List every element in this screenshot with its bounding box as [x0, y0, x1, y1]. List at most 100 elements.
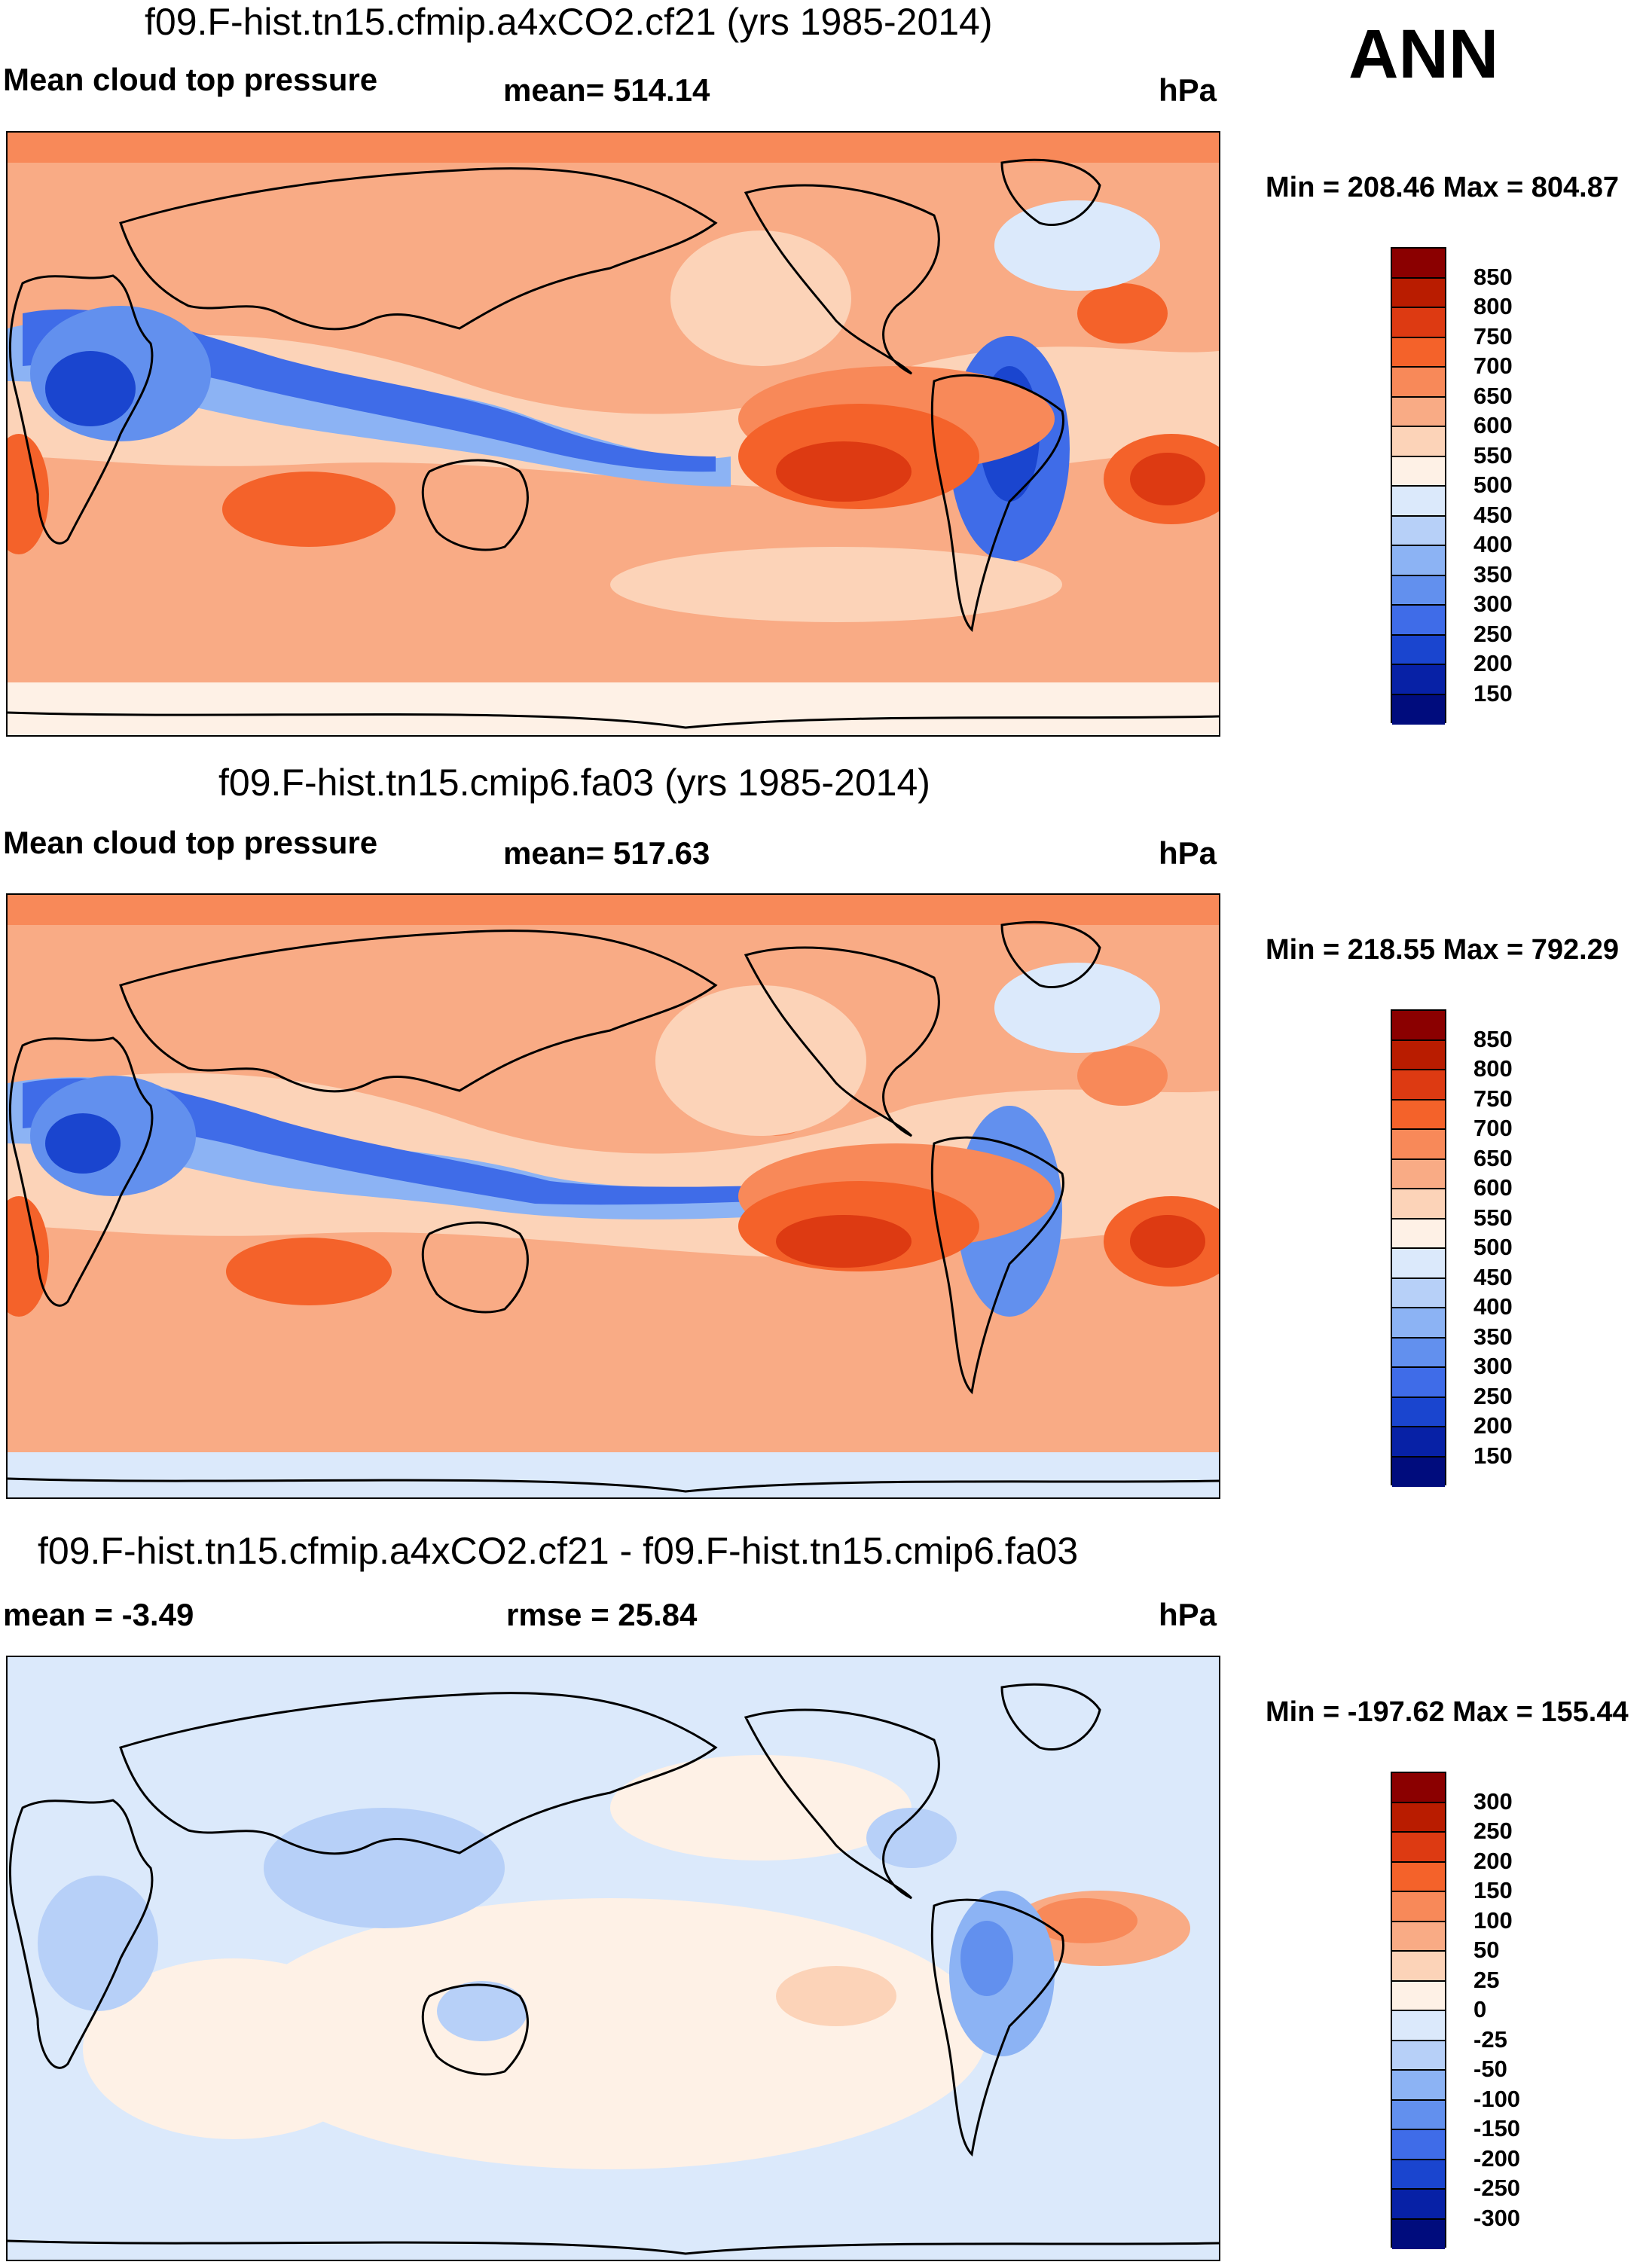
colorbar-swatch [1392, 427, 1445, 457]
colorbar-swatch [1392, 1773, 1445, 1803]
panel2-units: hPa [1159, 835, 1217, 871]
colorbar-tick-label: 150 [1473, 1877, 1513, 1903]
colorbar-swatch [1392, 1338, 1445, 1368]
pacific-positive-patch [776, 1966, 896, 2026]
se-atlantic-core [1130, 1215, 1205, 1268]
west-africa-stratocumulus [8, 1196, 49, 1317]
colorbar-swatch [1392, 694, 1445, 725]
greenland-outline [1000, 1683, 1101, 1751]
colorbar-swatch [1392, 2190, 1445, 2220]
colorbar-tick-label: -50 [1473, 2056, 1507, 2082]
colorbar-swatch [1392, 1159, 1445, 1189]
north-pacific-light [670, 230, 851, 366]
south-america-outline [930, 1136, 1064, 1395]
panel3-colorbar: 300 250 200 150 100 50 25 0 -25 -50 -100 -150 -200 -2… [1391, 1772, 1520, 2249]
australia-negative [437, 1981, 527, 2041]
colorbar-tick-label: 650 [1473, 1144, 1513, 1171]
colorbar-swatch [1392, 1308, 1445, 1339]
antarctic-band [8, 1452, 1219, 1497]
colorbar-swatch [1392, 2041, 1445, 2071]
colorbar-tick-label: 25 [1473, 1966, 1500, 1993]
panel3-title: f09.F-hist.tn15.cfmip.a4xCO2.cf21 - f09.… [38, 1530, 1079, 1572]
colorbar-tick-label: 850 [1473, 263, 1513, 290]
se-pacific-stratocumulus-core [776, 1215, 912, 1268]
colorbar-swatch [1392, 487, 1445, 517]
panel1-variable: Mean cloud top pressure [3, 62, 378, 97]
colorbar-tick-label: 400 [1473, 1293, 1513, 1320]
north-pacific-neutral [610, 1755, 912, 1860]
colorbar-tick-label: 350 [1473, 560, 1513, 588]
panel3-units: hPa [1159, 1597, 1217, 1632]
greenland-light [994, 200, 1160, 291]
africa-outline [8, 274, 154, 545]
antarctic-band [8, 682, 1219, 735]
greenland-light [994, 963, 1160, 1053]
panel1-map-svg [8, 133, 1219, 735]
colorbar-swatch [1392, 2071, 1445, 2101]
season-label: ANN [1348, 16, 1499, 93]
australia-outline [421, 459, 529, 551]
colorbar-tick-label: 300 [1473, 591, 1513, 617]
colorbar-tick-label: -100 [1473, 2085, 1521, 2112]
colorbar-tick-label: 200 [1473, 1847, 1513, 1874]
colorbar-swatch [1392, 1189, 1445, 1219]
colorbar-swatch [1392, 1833, 1445, 1863]
panel1-title: f09.F-hist.tn15.cfmip.a4xCO2.cf21 (yrs 1… [145, 1, 993, 43]
panel1-colorbar: 850 800 750 700 650 600 550 500 450 400 350 300 250 2… [1391, 247, 1513, 725]
colorbar-tick-label: 550 [1473, 441, 1513, 469]
panel2-colorbar-box [1391, 1009, 1446, 1487]
colorbar-swatch [1392, 2100, 1445, 2130]
colorbar-swatch [1392, 606, 1445, 636]
colorbar-swatch [1392, 1922, 1445, 1952]
panel3-map [6, 1656, 1220, 2261]
colorbar-swatch [1392, 665, 1445, 695]
colorbar-tick-label: 50 [1473, 1937, 1500, 1963]
colorbar-tick-label: 250 [1473, 620, 1513, 647]
central-pacific-neutral [234, 1898, 987, 2169]
continent-outlines [8, 920, 1219, 1493]
north-america-negative [866, 1808, 957, 1868]
colorbar-tick-label: -250 [1473, 2175, 1521, 2201]
colorbar-tick-label: 200 [1473, 650, 1513, 676]
colorbar-swatch [1392, 1219, 1445, 1249]
australia-outline [421, 1983, 529, 2076]
colorbar-tick-label: 150 [1473, 679, 1513, 707]
panel1-map [6, 131, 1220, 737]
colorbar-swatch [1392, 1397, 1445, 1427]
colorbar-tick-label: 800 [1473, 293, 1513, 319]
colorbar-swatch [1392, 1278, 1445, 1308]
colorbar-swatch [1392, 1368, 1445, 1398]
colorbar-swatch [1392, 368, 1445, 398]
north-america-outline [744, 1708, 940, 1900]
panel2-map-svg [8, 895, 1219, 1497]
antarctica-outline [8, 711, 1219, 729]
panel3-colorbar-box [1391, 1772, 1446, 2249]
panel2-mean: mean= 517.63 [503, 835, 710, 871]
continent-outlines [8, 1683, 1219, 2255]
amazon-negative-core [960, 1921, 1013, 1996]
colorbar-swatch [1392, 278, 1445, 308]
colorbar-swatch [1392, 1892, 1445, 1922]
colorbar-swatch [1392, 1249, 1445, 1279]
north-america-outline [744, 946, 940, 1137]
panel3-map-svg [8, 1657, 1219, 2260]
colorbar-swatch [1392, 1802, 1445, 1833]
west-africa-stratocumulus [8, 434, 49, 554]
colorbar-swatch [1392, 249, 1445, 279]
north-atlantic-patch [1077, 283, 1168, 343]
colorbar-swatch [1392, 546, 1445, 576]
africa-outline [8, 1036, 154, 1307]
colorbar-swatch [1392, 1952, 1445, 1982]
indian-ocean-stratocumulus [222, 472, 395, 547]
arctic-band [8, 133, 1219, 163]
colorbar-tick-label: 750 [1473, 322, 1513, 350]
panel2-title: f09.F-hist.tn15.cmip6.fa03 (yrs 1985-201… [218, 762, 930, 804]
colorbar-swatch [1392, 1981, 1445, 2011]
colorbar-tick-label: -150 [1473, 2115, 1521, 2141]
panel1-units: hPa [1159, 72, 1217, 108]
colorbar-tick-label: 400 [1473, 531, 1513, 557]
eurasia-outline [119, 167, 718, 331]
colorbar-tick-label: 300 [1473, 1353, 1513, 1379]
colorbar-tick-label: 350 [1473, 1323, 1513, 1350]
colorbar-swatch [1392, 1011, 1445, 1041]
